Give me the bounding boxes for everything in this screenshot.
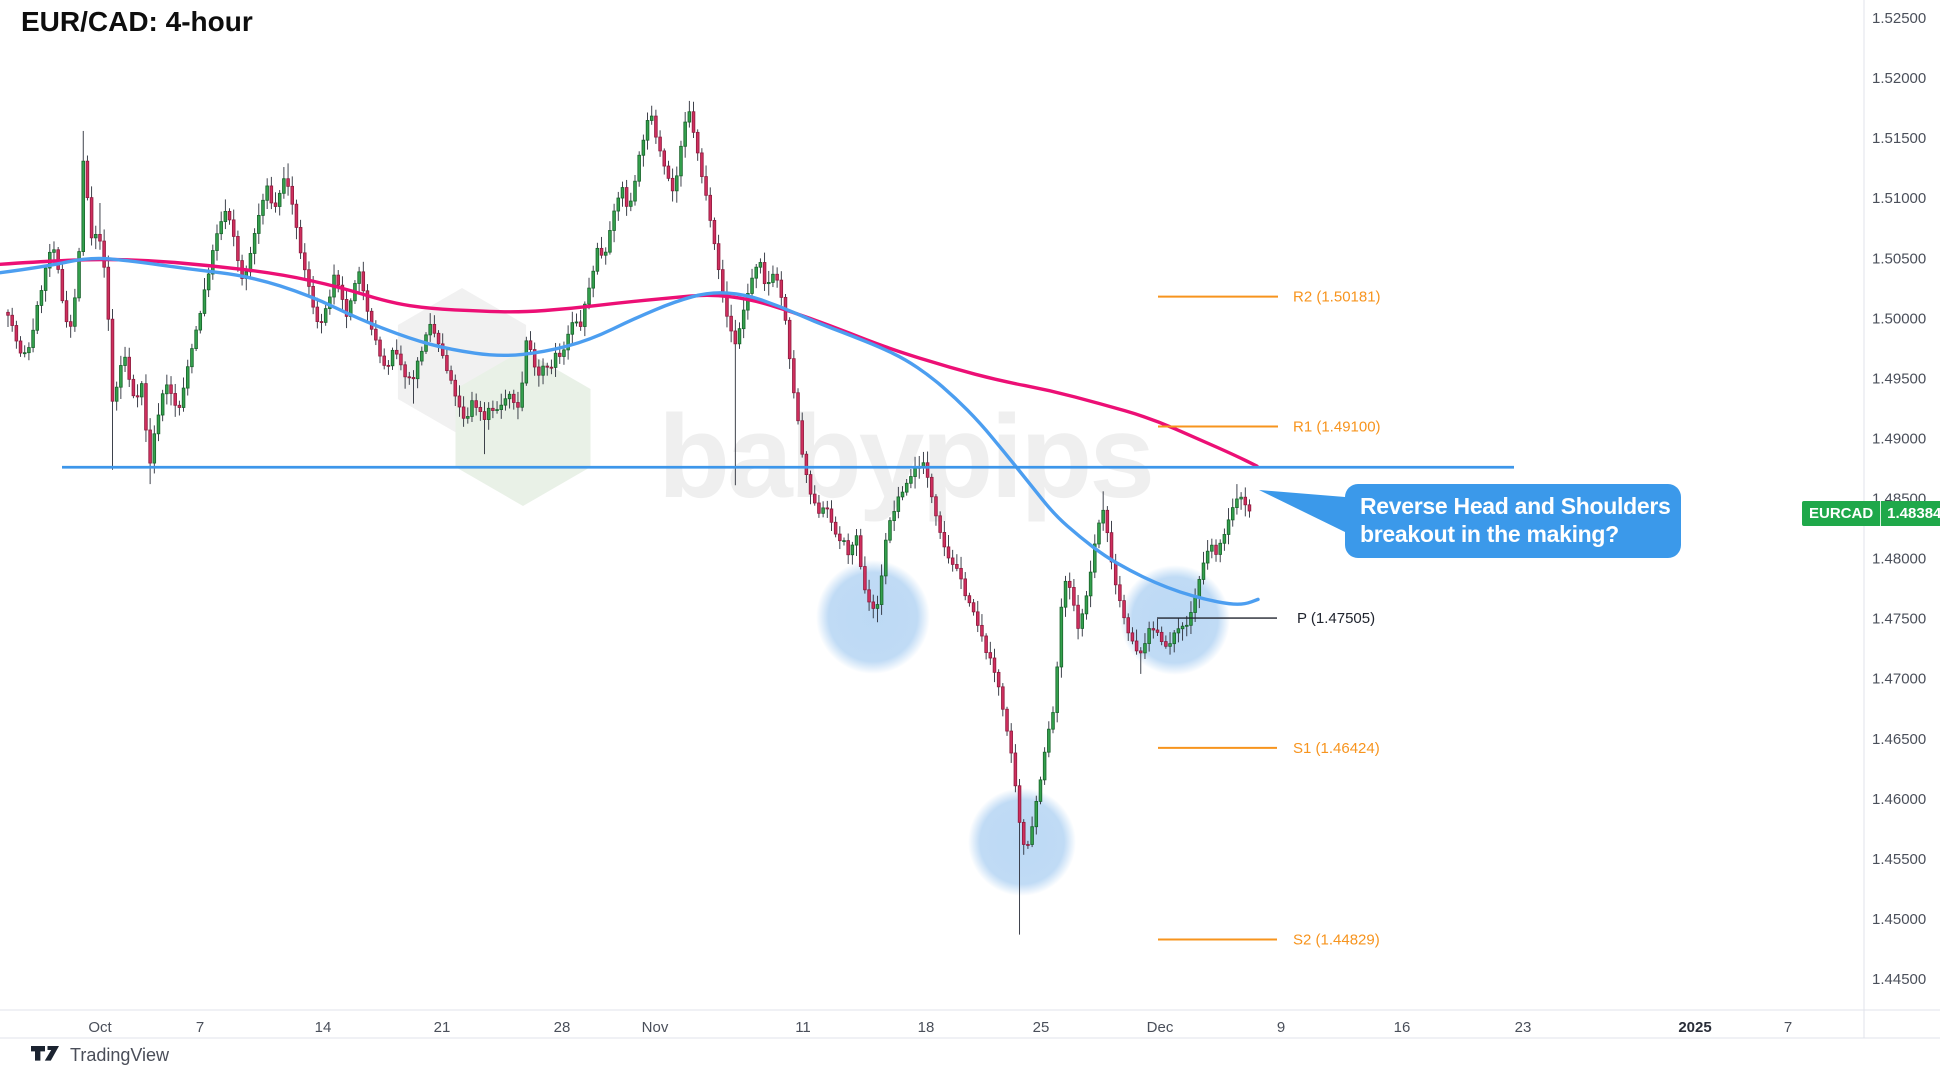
price-axis[interactable]: 1.52500 1.52000 1.51500 1.51000 1.50500 1.500…	[1872, 10, 1926, 988]
tradingview-icon	[31, 1046, 59, 1061]
price-tick-label: 1.45500	[1872, 851, 1926, 868]
page-title: EUR/CAD: 4-hour	[21, 6, 253, 37]
time-tick-label: 16	[1394, 1019, 1411, 1036]
pivot-label-R1: R1 (1.49100)	[1293, 418, 1381, 435]
time-tick-label: 25	[1033, 1019, 1050, 1036]
time-tick-label: 18	[918, 1019, 935, 1036]
callout-line-1: Reverse Head and Shoulders	[1360, 493, 1671, 519]
price-tick-label: 1.51500	[1872, 130, 1926, 147]
price-tick-label: 1.49500	[1872, 370, 1926, 387]
watermark-text: babypips	[658, 391, 1152, 523]
time-axis[interactable]: Oct 7 14 21 28 Nov 11 18 25 Dec 9 16 23 2025 7	[88, 1019, 1792, 1036]
time-tick-label: 11	[795, 1019, 811, 1036]
price-tick-label: 1.52000	[1872, 70, 1926, 87]
pivot-label-P: P (1.47505)	[1297, 610, 1375, 627]
price-tick-label: 1.50500	[1872, 250, 1926, 267]
pattern-callout[interactable]: Reverse Head and Shoulders breakout in t…	[1345, 484, 1681, 558]
price-tick-label: 1.45000	[1872, 911, 1926, 928]
time-tick-label: 2025	[1678, 1019, 1711, 1036]
time-tick-label: 7	[1784, 1019, 1792, 1036]
symbol-label: EURCAD	[1809, 505, 1874, 522]
time-tick-label: 28	[554, 1019, 571, 1036]
time-tick-label: Oct	[88, 1019, 112, 1036]
price-tick-label: 1.46000	[1872, 791, 1926, 808]
price-tick-label: 1.47500	[1872, 611, 1926, 628]
price-tick-label: 1.46500	[1872, 731, 1926, 748]
price-tick-label: 1.50000	[1872, 310, 1926, 327]
time-tick-label: Nov	[642, 1019, 669, 1036]
pivot-label-S1: S1 (1.46424)	[1293, 740, 1380, 757]
time-tick-label: Dec	[1147, 1019, 1174, 1036]
price-tick-label: 1.48000	[1872, 551, 1926, 568]
pivot-label-S2: S2 (1.44829)	[1293, 931, 1380, 948]
time-tick-label: 14	[315, 1019, 332, 1036]
last-price-value: 1.48384	[1887, 505, 1940, 522]
time-tick-label: 21	[434, 1019, 451, 1036]
time-tick-label: 23	[1515, 1019, 1532, 1036]
price-tick-label: 1.47000	[1872, 671, 1926, 688]
time-tick-label: 7	[196, 1019, 204, 1036]
callout-line-2: breakout in the making?	[1360, 521, 1619, 547]
pattern-circle-right-shoulder	[1120, 565, 1230, 675]
pivot-label-R2: R2 (1.50181)	[1293, 289, 1381, 306]
tradingview-attribution[interactable]: TradingView	[30, 1044, 169, 1066]
price-tick-label: 1.52500	[1872, 10, 1926, 27]
price-tick-label: 1.51000	[1872, 190, 1926, 207]
ma-line-blue[interactable]	[0, 256, 1260, 606]
tradingview-label: TradingView	[70, 1044, 170, 1065]
price-tick-label: 1.49000	[1872, 430, 1926, 447]
price-tick-label: 1.44500	[1872, 971, 1926, 988]
last-price-tag: EURCAD 1.48384	[1802, 501, 1940, 526]
price-tag-divider	[1880, 501, 1882, 526]
time-tick-label: 9	[1277, 1019, 1285, 1036]
